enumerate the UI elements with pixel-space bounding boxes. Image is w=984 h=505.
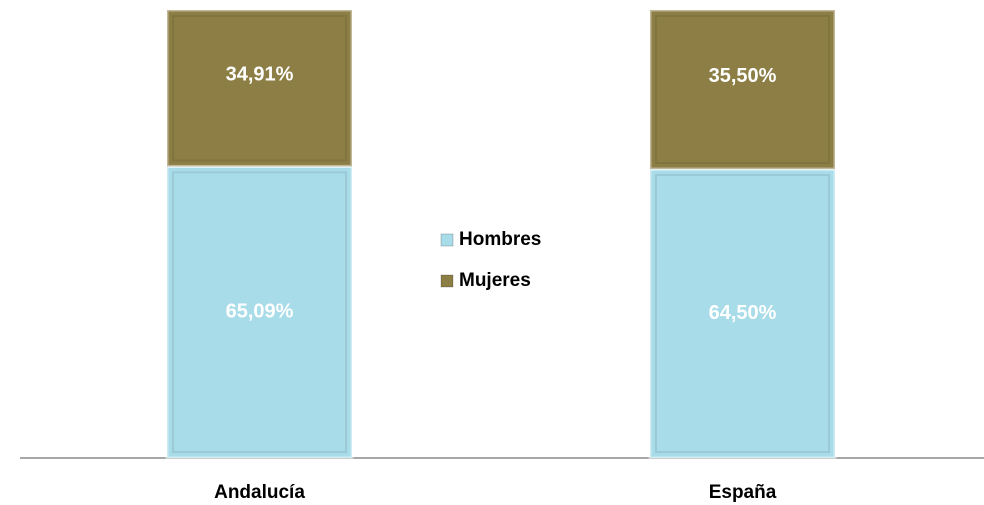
bar-segment (648, 167, 837, 460)
bevel (172, 171, 347, 454)
bevel (655, 174, 830, 453)
legend-label: Hombres (459, 229, 541, 250)
legend-swatch (440, 274, 454, 288)
value-label: 64,50% (709, 302, 777, 324)
bar-segment (165, 8, 354, 168)
x-tick-label: España (709, 482, 777, 503)
legend-label: Mujeres (459, 270, 531, 291)
value-label: 35,50% (709, 65, 777, 87)
bar-segment (165, 164, 354, 460)
legend-swatch (440, 233, 454, 247)
bevel (655, 15, 830, 165)
bevel (172, 15, 347, 162)
bar-segment (648, 8, 837, 171)
value-label: 65,09% (226, 300, 294, 322)
x-tick-label: Andalucía (214, 482, 305, 503)
value-label: 34,91% (226, 63, 294, 85)
